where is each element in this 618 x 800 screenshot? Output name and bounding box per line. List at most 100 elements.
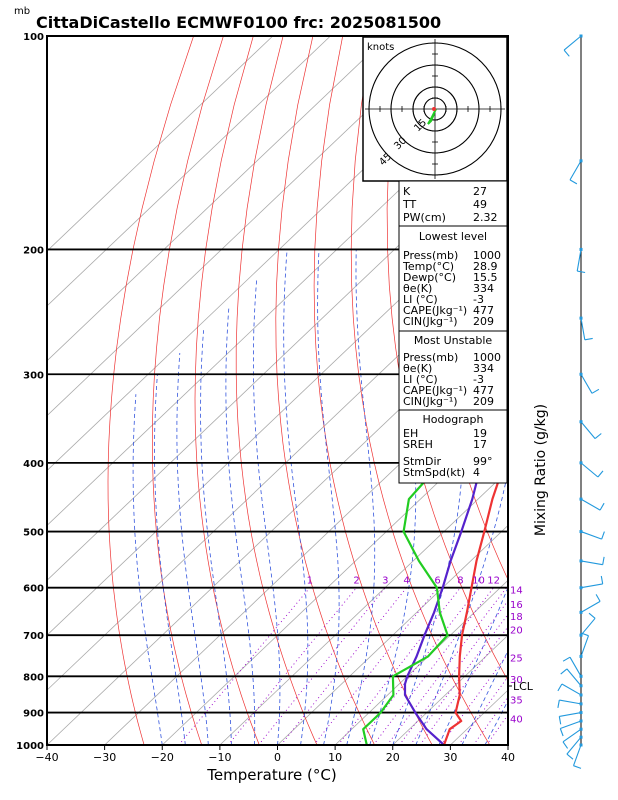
index-label: CAPE(Jkg⁻¹) [403,304,467,317]
index-value: 15.5 [473,271,498,284]
index-label: θe(K) [403,362,432,375]
wind-barb-staff [580,635,590,657]
wind-barb-base [579,586,583,590]
wind-barb-flag [560,668,568,675]
wind-barb-flag [573,765,582,769]
index-label: K [403,185,411,198]
index-value: 19 [473,427,487,440]
index-label: Press(mb) [403,249,458,262]
wind-barb-staff [580,421,596,439]
dry-adiabat-line [152,36,224,745]
index-label: Dewp(°C) [403,271,456,284]
pressure-unit-label: mb [14,6,30,17]
index-value: 1000 [473,249,501,262]
index-value: 99° [473,455,493,468]
wind-barb-staff [562,728,582,743]
mixing-ratio-label: 3 [382,576,388,587]
wind-barb-flag [594,433,602,440]
mixing-ratio-label: 25 [510,654,523,665]
mixing-ratio-line [398,600,508,745]
mixing-ratio-label: 2 [353,576,359,587]
lowest-level-header: Lowest level [419,230,487,243]
wind-barb-flag [599,502,605,511]
index-value: 49 [473,198,487,211]
chart-title: CittaDiCastello ECMWF0100 frc: 202508150… [36,13,441,32]
wind-barb-base [579,497,583,501]
isotherm-line [334,579,508,745]
index-label: StmSpd(kt) [403,466,465,479]
index-label: TT [402,198,417,211]
pressure-tick-label: 200 [23,245,44,256]
pressure-tick-label: 300 [23,370,44,381]
wind-barb-staff [566,736,582,755]
index-value: 209 [473,315,494,328]
moist-adiabat-line [200,330,232,745]
wind-barb-base [579,743,583,747]
mixing-ratio-label: 14 [510,585,523,596]
index-label: PW(cm) [403,211,446,224]
index-value: 17 [473,438,487,451]
moist-adiabat-line [461,649,508,745]
isotherm-line [47,36,274,252]
mixing-ratio-line [280,587,407,745]
mixing-ratio-label: 8 [457,576,463,587]
moist-adiabat-line [176,352,209,745]
moist-adiabat-line [252,278,281,745]
x-tick-label: 30 [443,751,457,764]
x-tick-label: −10 [208,751,231,764]
index-value: 334 [473,282,494,295]
wind-barb-staff [563,35,582,51]
lcl-label: LCL [513,680,534,693]
pressure-tick-label: 700 [23,631,44,642]
pressure-tick-label: 1000 [16,741,44,752]
wind-barb-staff [580,374,593,394]
wind-barb-base [579,530,583,534]
pressure-tick-label: 600 [23,584,44,595]
wind-barb-flag [557,683,563,692]
isotherm-line [161,415,508,745]
dry-adiabat-line [275,36,375,745]
x-tick-label: −20 [151,751,174,764]
isotherm-line [47,36,446,417]
mixing-ratio-label: 20 [510,626,523,637]
isotherm-line [47,36,331,307]
wind-barb-flag [559,728,564,737]
wind-barb-staff [580,617,596,636]
dry-adiabat-line [552,36,618,745]
most-unstable-header: Most Unstable [414,334,493,347]
wind-barb-base [579,316,583,320]
mixing-ratio-line [258,587,386,745]
isotherm-line [47,250,508,691]
wind-barb-flag [563,49,570,57]
hodograph-unit-label: knots [367,42,394,53]
wind-barb-flag [558,716,562,725]
hodograph-storm-motion [432,107,436,111]
wind-barb-staff [572,744,582,766]
mixing-ratio-label: 30 [510,675,523,686]
wind-barb-base [579,702,583,706]
indices-frame [398,180,508,484]
isotherm-line [47,195,508,636]
wind-barb-base [579,34,583,38]
pressure-tick-label: 800 [23,672,44,683]
wind-barb-flag [584,337,593,341]
wind-barb-flag [591,388,600,394]
wind-barb-flag [588,612,596,619]
hodograph: knots 15 30 45 [362,36,508,182]
x-tick-label: 0 [274,751,281,764]
index-value: -3 [473,293,484,306]
index-label: θe(K) [403,282,432,295]
index-label: CIN(Jkg⁻¹) [403,395,458,408]
moist-adiabat-line [225,305,256,745]
mixing-ratio-axis-label: Mixing Ratio (g/kg) [533,404,549,536]
temperature-profile-line [442,449,508,745]
wind-barb-flag [595,594,601,602]
wind-barb-base [579,684,583,688]
dry-adiabat-line [313,36,433,745]
index-label: LI (°C) [403,373,438,386]
index-label: Press(mb) [403,351,458,364]
x-tick-label: 20 [386,751,400,764]
wind-barb-flag [597,470,604,478]
isotherm-line [47,36,389,362]
